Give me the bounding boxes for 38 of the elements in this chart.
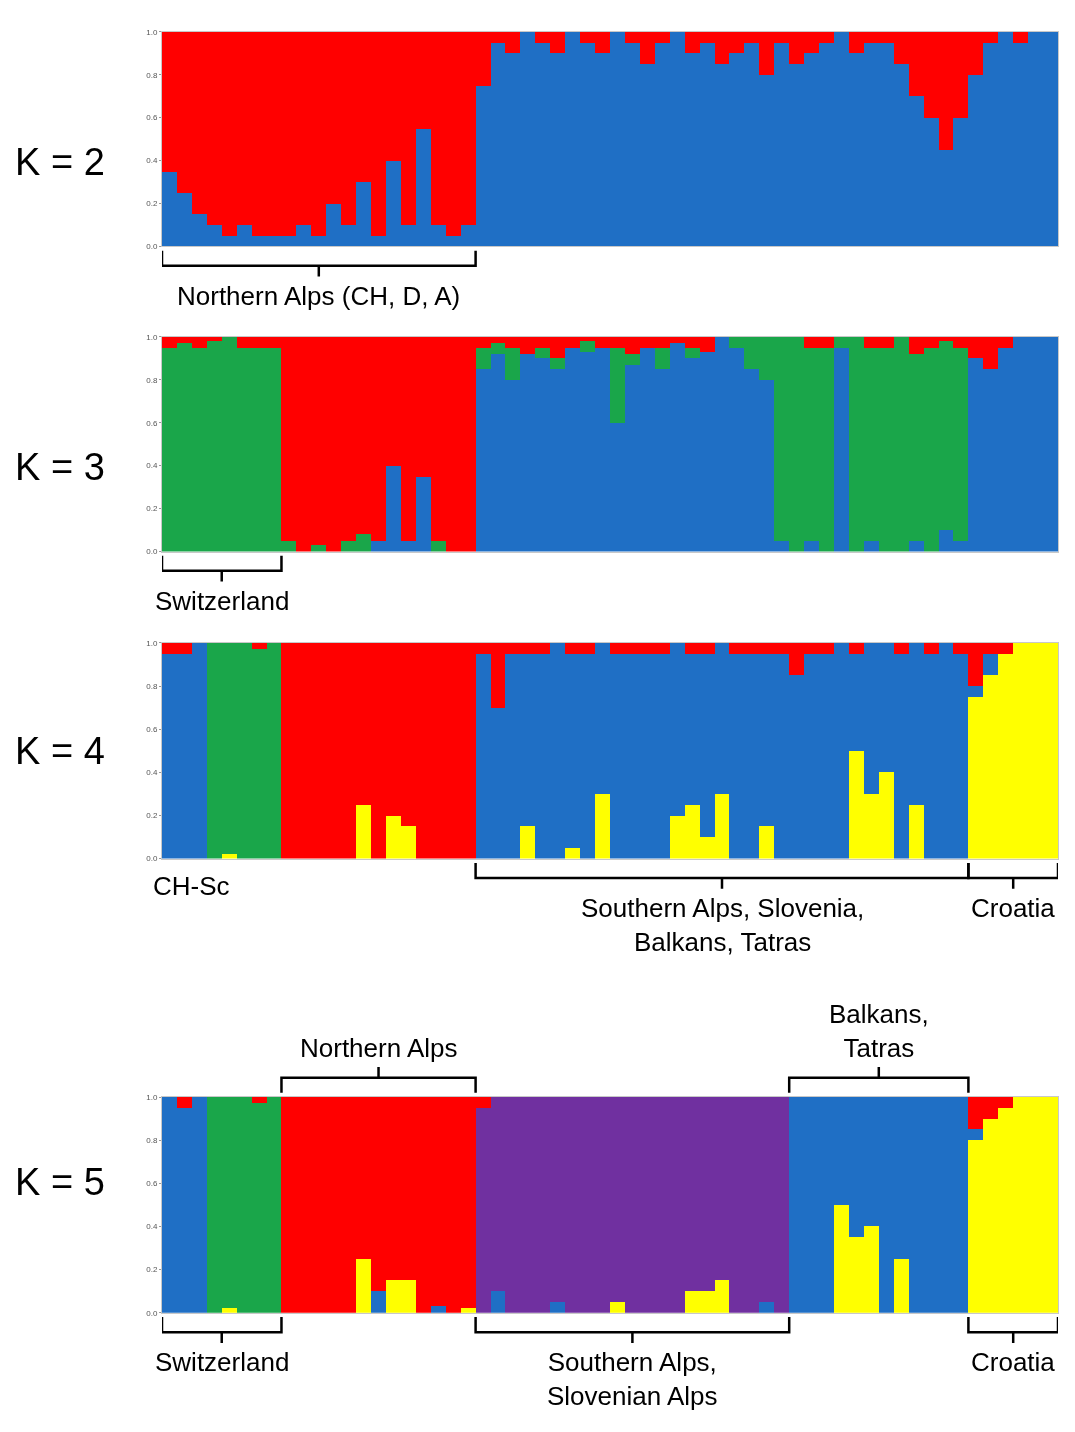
y-tick-label: 0.4	[146, 768, 158, 778]
y-tick-label: 0.6	[146, 1179, 158, 1189]
text: K = 3	[15, 446, 105, 488]
text: Northern Alps	[300, 1033, 458, 1063]
y-tick-label: 0.8	[146, 681, 158, 691]
text: Croatia	[971, 1347, 1056, 1377]
y-tick-label: 0.8	[146, 70, 158, 80]
y-tick-label: 0.8	[146, 1136, 158, 1146]
text: K = 5	[15, 1161, 105, 1203]
y-tick-label: 0.2	[146, 1265, 158, 1275]
text: Switzerland	[155, 1347, 290, 1377]
y-tick-label: 1.0	[146, 1092, 158, 1102]
text: K = 2	[15, 141, 105, 183]
y-tick-label: 0.0	[146, 1308, 158, 1318]
y-tick-label: 0.0	[146, 854, 158, 864]
text: Balkans, Tatras	[829, 999, 929, 1063]
text: Southern Alps, Slovenia, Balkans, Tatras	[581, 893, 865, 957]
y-tick-label: 0.4	[146, 156, 158, 166]
y-tick-label: 0.6	[146, 725, 158, 735]
text: Croatia	[971, 893, 1056, 923]
y-tick-label: 0.0	[146, 242, 158, 252]
y-tick-label: 0.6	[146, 418, 158, 428]
text: Northern Alps (CH, D, A)	[177, 281, 461, 311]
y-tick-label: 0.4	[146, 461, 158, 471]
y-tick-label: 1.0	[146, 332, 158, 342]
text: Southern Alps, Slovenian Alps	[547, 1347, 718, 1411]
y-tick-label: 1.0	[146, 27, 158, 37]
y-tick-label: 1.0	[146, 638, 158, 648]
text: K = 4	[15, 730, 105, 772]
y-tick-label: 0.8	[146, 375, 158, 385]
text: CH-Sc	[153, 871, 230, 901]
text: Switzerland	[155, 586, 290, 616]
y-tick-label: 0.2	[146, 199, 158, 209]
y-tick-label: 0.4	[146, 1222, 158, 1232]
y-tick-label: 0.0	[146, 547, 158, 557]
y-tick-label: 0.6	[146, 113, 158, 123]
y-tick-label: 0.2	[146, 811, 158, 821]
y-tick-label: 0.2	[146, 504, 158, 514]
